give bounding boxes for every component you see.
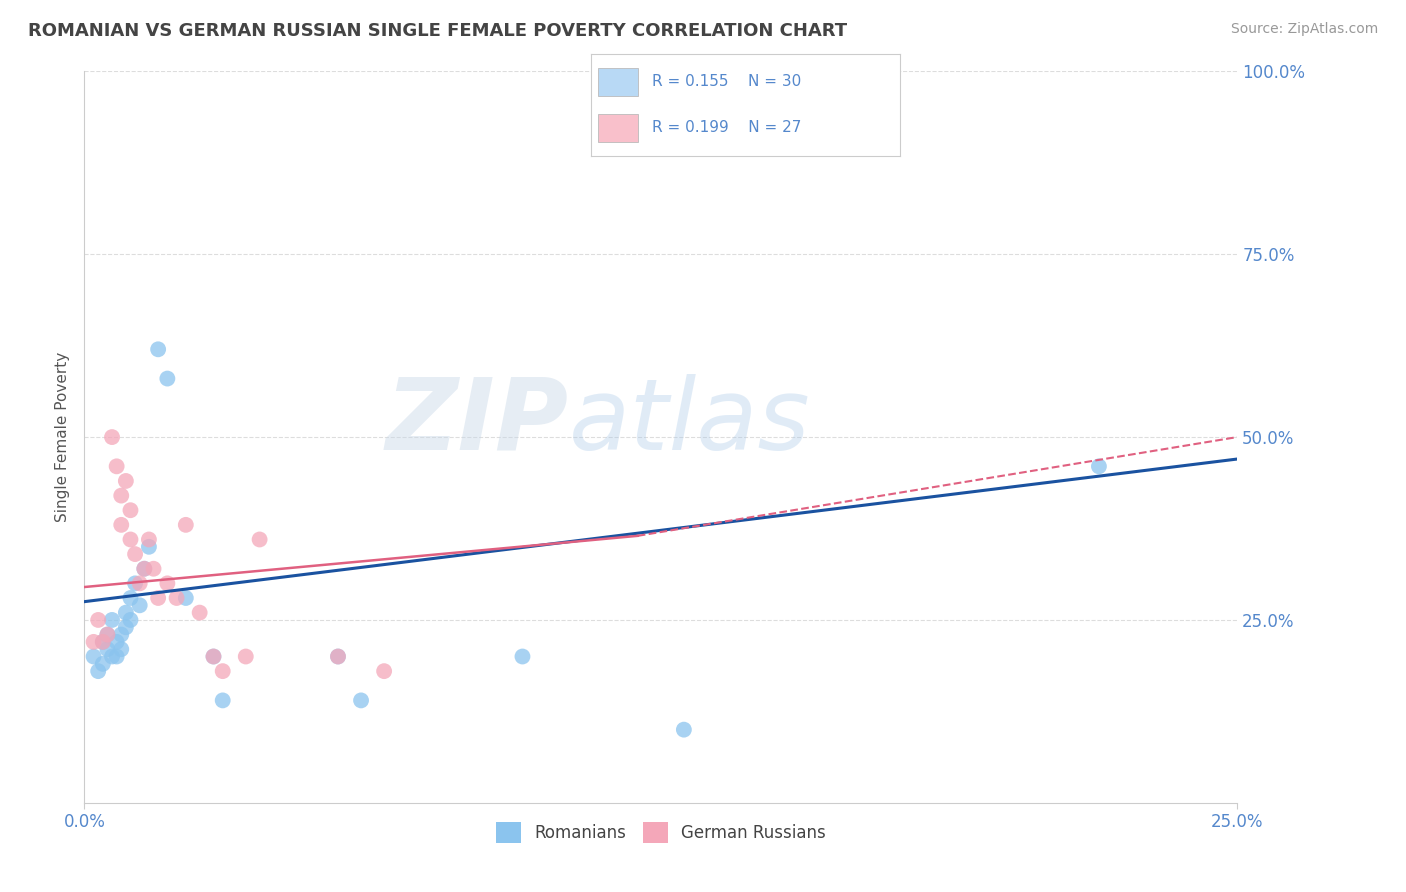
Point [188, 606, 211, 620]
Point [350, 693, 373, 707]
Point [128, 576, 150, 591]
Point [105, 459, 128, 474]
Point [115, 620, 138, 634]
Point [115, 606, 138, 620]
Point [110, 642, 132, 657]
Point [91, 657, 114, 671]
Point [96, 627, 118, 641]
Point [142, 562, 165, 576]
Point [128, 599, 150, 613]
Point [110, 627, 132, 641]
Point [1088, 459, 1111, 474]
Text: atlas: atlas [568, 374, 810, 471]
Point [120, 613, 142, 627]
Point [124, 576, 146, 591]
Point [174, 591, 197, 605]
Point [138, 533, 160, 547]
Point [211, 693, 233, 707]
Point [120, 503, 142, 517]
Point [87, 664, 110, 678]
Point [174, 517, 197, 532]
Point [83, 649, 105, 664]
Point [91, 635, 114, 649]
Point [115, 474, 138, 488]
Point [512, 649, 534, 664]
Point [326, 649, 349, 664]
Point [672, 723, 695, 737]
Point [138, 540, 160, 554]
Point [101, 649, 124, 664]
FancyBboxPatch shape [599, 114, 638, 142]
Y-axis label: Single Female Poverty: Single Female Poverty [55, 352, 70, 522]
Point [211, 664, 233, 678]
Point [249, 533, 271, 547]
Point [96, 642, 118, 657]
Point [326, 649, 349, 664]
Point [101, 613, 124, 627]
Text: R = 0.199    N = 27: R = 0.199 N = 27 [652, 120, 801, 136]
Point [156, 576, 179, 591]
Point [202, 649, 225, 664]
Point [120, 533, 142, 547]
Legend: Romanians, German Russians: Romanians, German Russians [489, 815, 832, 849]
Point [146, 591, 169, 605]
Point [202, 649, 225, 664]
Point [156, 371, 179, 385]
Point [134, 562, 156, 576]
Point [166, 591, 188, 605]
Point [96, 627, 118, 641]
Point [124, 547, 146, 561]
Point [120, 591, 142, 605]
Point [105, 635, 128, 649]
Point [83, 635, 105, 649]
Point [101, 430, 124, 444]
Point [91, 635, 114, 649]
Text: R = 0.155    N = 30: R = 0.155 N = 30 [652, 74, 801, 89]
Text: ZIP: ZIP [385, 374, 568, 471]
Text: ROMANIAN VS GERMAN RUSSIAN SINGLE FEMALE POVERTY CORRELATION CHART: ROMANIAN VS GERMAN RUSSIAN SINGLE FEMALE… [28, 22, 848, 40]
Point [110, 517, 132, 532]
Point [105, 649, 128, 664]
FancyBboxPatch shape [599, 68, 638, 95]
Point [134, 562, 156, 576]
Point [87, 613, 110, 627]
Point [146, 343, 169, 357]
Text: Source: ZipAtlas.com: Source: ZipAtlas.com [1230, 22, 1378, 37]
Point [110, 489, 132, 503]
Point [235, 649, 257, 664]
Point [373, 664, 395, 678]
